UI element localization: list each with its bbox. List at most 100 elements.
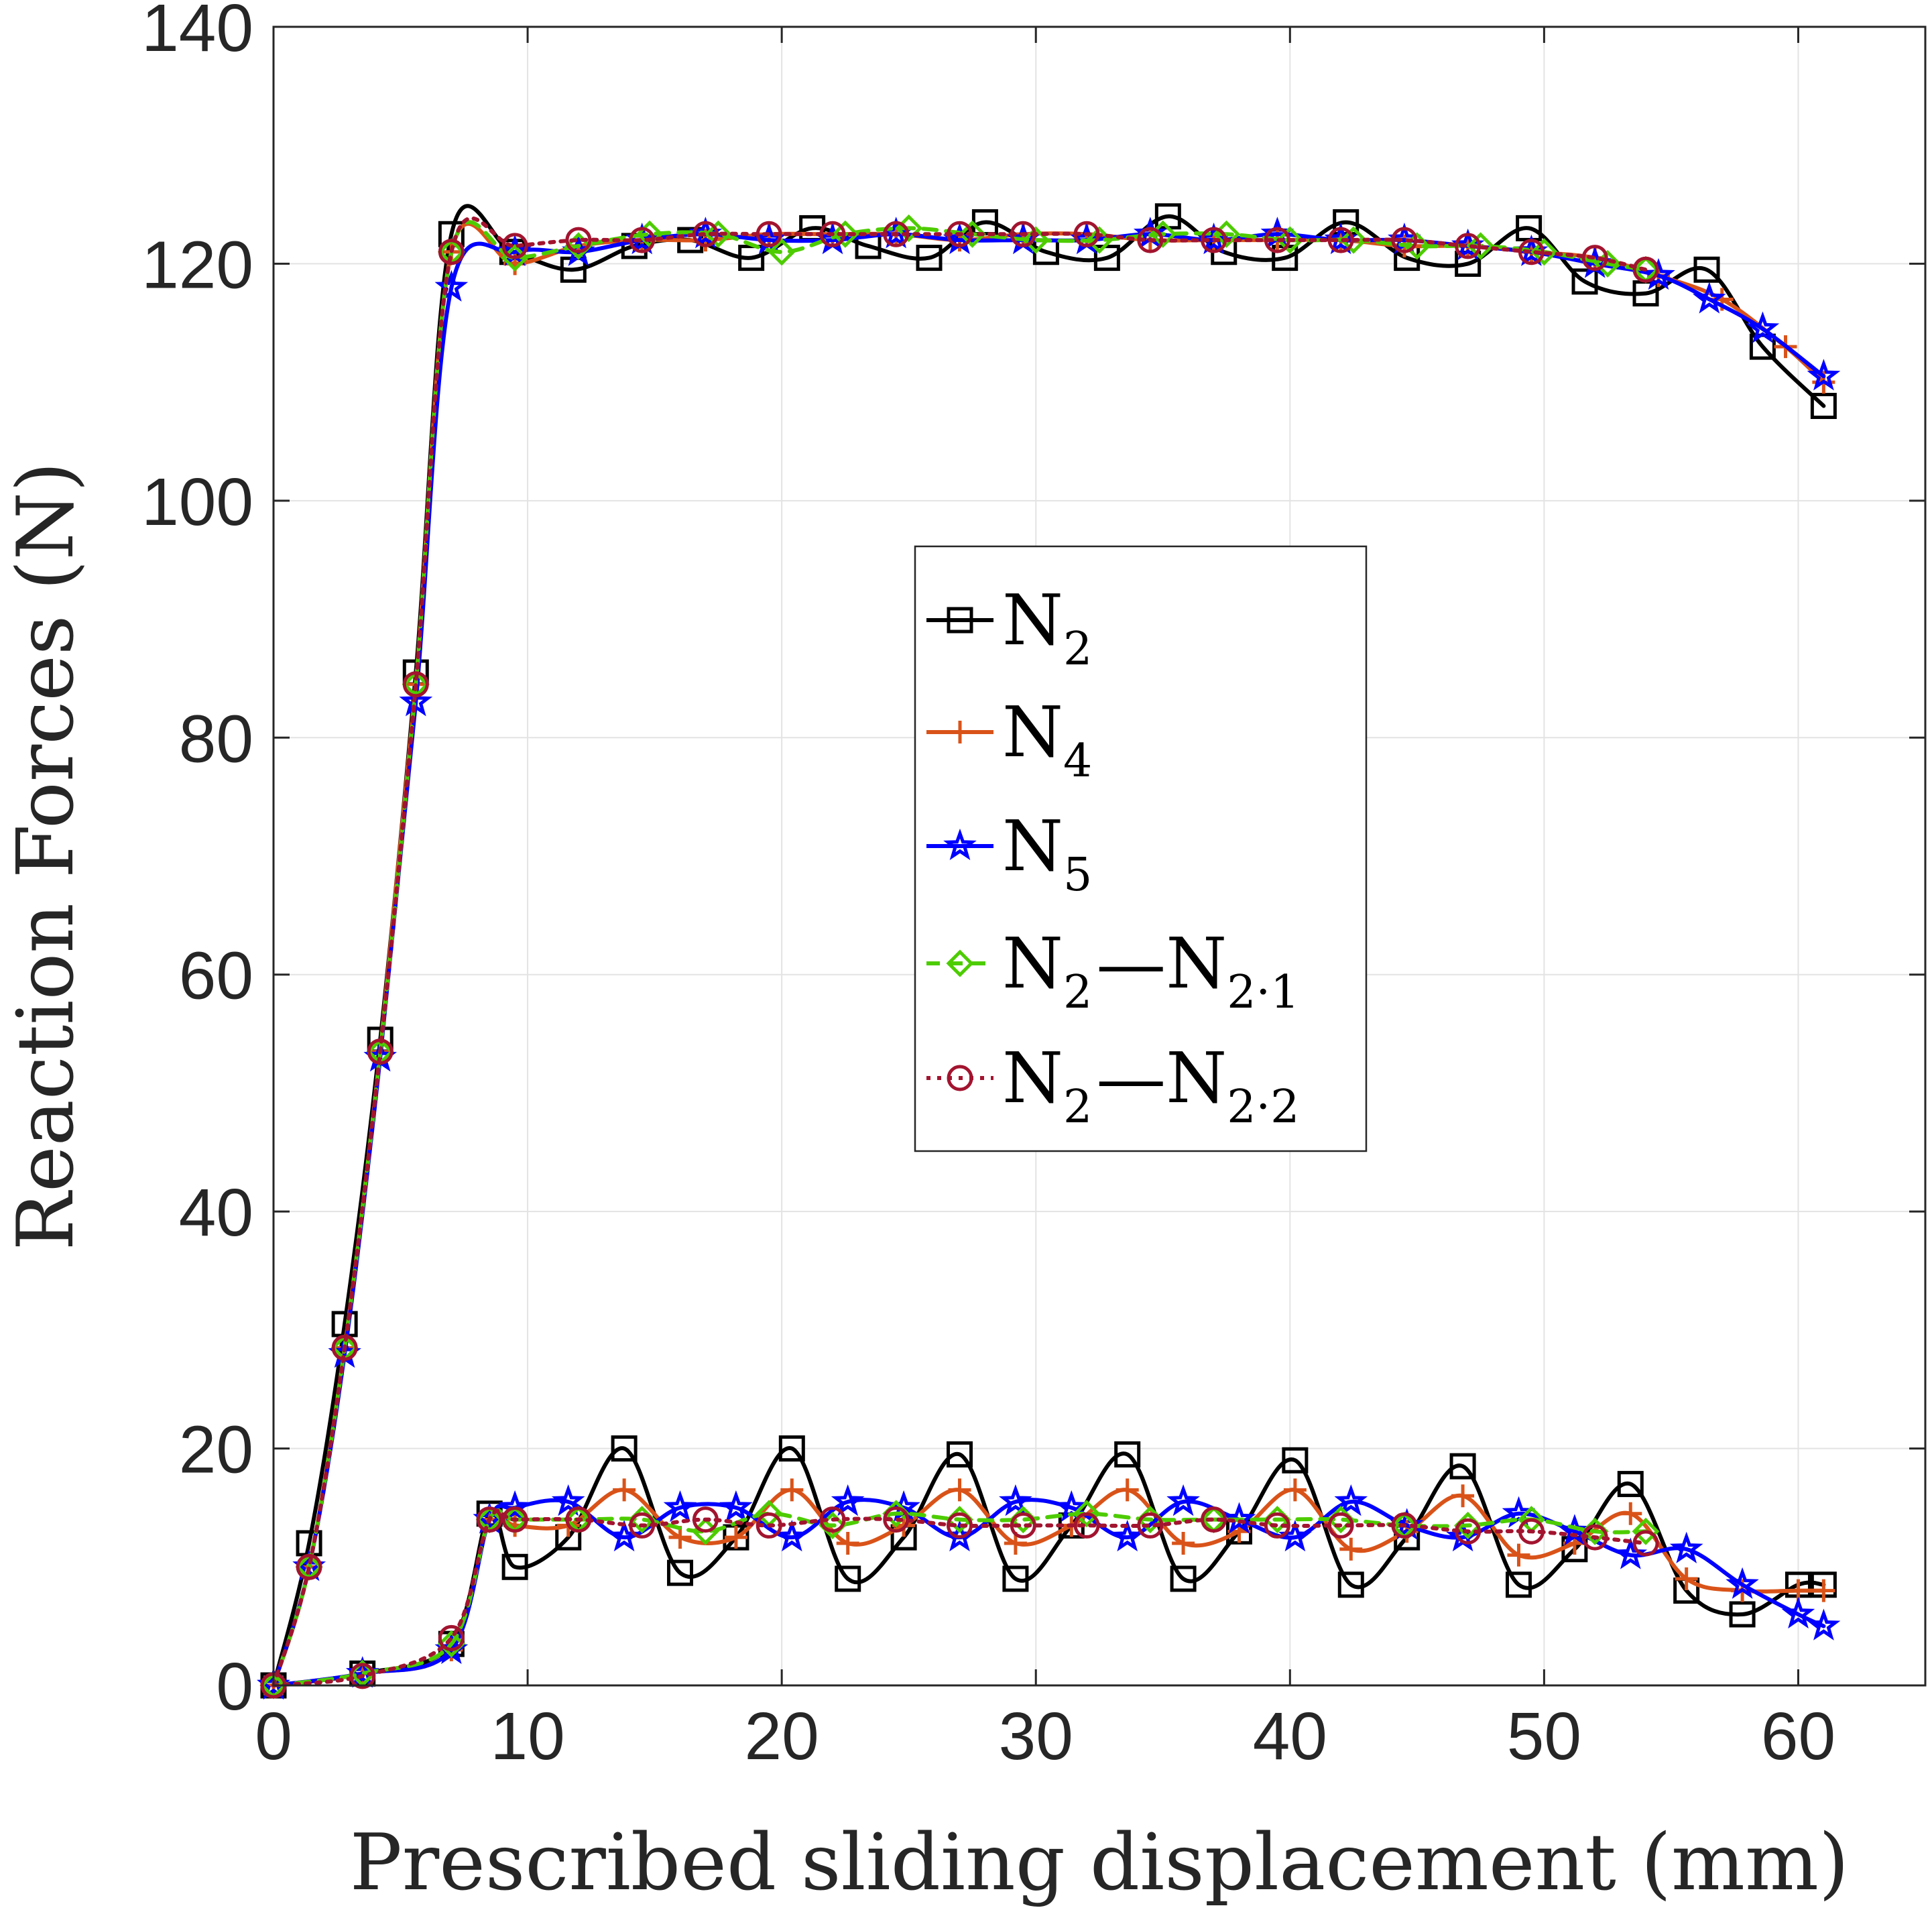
legend-marker <box>947 607 973 634</box>
series-line-upper <box>271 216 1648 1687</box>
legend-label-dot: · <box>1256 1081 1271 1134</box>
data-point-marker <box>1669 1531 1703 1563</box>
data-point-marker <box>1518 239 1545 265</box>
data-point-marker <box>1283 1478 1307 1502</box>
y-tick-label: 60 <box>179 939 253 1014</box>
x-tick-label: 30 <box>999 1699 1073 1774</box>
data-point-marker <box>1449 1453 1476 1480</box>
tick-marks <box>272 25 1925 1687</box>
data-point-marker <box>1002 1565 1029 1592</box>
data-point-marker <box>551 1484 585 1516</box>
data-point-marker <box>402 671 429 698</box>
data-point-marker <box>1746 311 1780 343</box>
legend-label-rest: 1 <box>1270 966 1299 1019</box>
data-point-marker <box>501 1553 528 1580</box>
y-tick-label: 120 <box>141 227 253 302</box>
data-point-marker <box>1619 1502 1642 1525</box>
legend-label: N2—N2·1 <box>1002 922 1299 1019</box>
data-point-marker <box>719 1490 753 1523</box>
data-point-marker <box>999 1484 1032 1516</box>
data-point-marker <box>1114 1441 1141 1468</box>
data-point-marker <box>1110 1520 1144 1552</box>
series-layer <box>257 203 1841 1700</box>
data-point-marker <box>1022 226 1050 254</box>
legend-label-dash: — <box>1096 922 1166 1004</box>
data-point-marker <box>1222 1502 1256 1534</box>
axes-box <box>272 25 1927 1687</box>
legend-label-main: N <box>1002 1037 1063 1119</box>
data-point-marker <box>1807 359 1841 391</box>
legend-label-rest: 2 <box>1270 1081 1299 1134</box>
data-point-marker <box>1530 238 1558 266</box>
data-point-marker <box>1451 1484 1475 1508</box>
data-point-marker <box>501 233 528 259</box>
legend-label-sub: 2 <box>1063 623 1092 676</box>
data-point-marker <box>1073 221 1100 247</box>
data-point-marker <box>1137 1512 1164 1539</box>
data-point-marker <box>1170 1565 1197 1592</box>
data-point-marker <box>565 227 592 253</box>
legend-label-dash: — <box>1096 1037 1166 1119</box>
data-point-marker <box>948 1478 971 1502</box>
legend-label: N5 <box>1002 805 1092 902</box>
legend-marker <box>946 949 974 977</box>
data-point-marker <box>438 239 465 265</box>
y-tick-label: 80 <box>179 701 253 776</box>
legend-marker <box>949 721 971 743</box>
data-point-marker <box>831 220 859 248</box>
data-point-marker <box>667 1559 694 1586</box>
x-axis-label: Prescribed sliding displacement (mm) <box>350 1817 1850 1908</box>
data-point-marker <box>947 221 973 247</box>
x-tick-label: 10 <box>490 1699 564 1774</box>
data-point-marker <box>831 1484 865 1516</box>
x-tick-label: 0 <box>255 1699 292 1774</box>
data-point-marker <box>1115 1478 1139 1502</box>
data-point-marker <box>819 221 846 247</box>
series-line-lower <box>271 1498 1826 1687</box>
data-point-marker <box>1339 226 1368 254</box>
x-tick-label: 20 <box>745 1699 819 1774</box>
data-point-marker <box>1781 1596 1815 1629</box>
legend-marker <box>947 1065 973 1091</box>
data-point-marker <box>1632 1530 1659 1557</box>
data-point-marker <box>1726 1567 1759 1599</box>
data-point-marker <box>1339 1537 1363 1561</box>
legend-marker <box>943 828 977 861</box>
tick-labels: 0 10 20 30 40 50 60 0 20 40 60 80 100 120 140 <box>141 0 1835 1774</box>
series-n2-n2-2 <box>260 216 1659 1699</box>
data-point-marker <box>1073 1512 1100 1539</box>
series-line-lower <box>271 1446 1826 1687</box>
data-point-marker <box>1282 1447 1309 1474</box>
legend-label-sub: 5 <box>1063 849 1092 902</box>
legend-label-sub: 2 <box>1063 966 1092 1019</box>
legend-label-main: N <box>1002 691 1063 773</box>
data-point-marker <box>611 1435 638 1462</box>
data-point-marker <box>756 221 782 247</box>
data-point-marker <box>565 1506 592 1533</box>
data-point-marker <box>367 1038 394 1065</box>
data-point-marker <box>1276 226 1304 254</box>
data-point-marker <box>958 220 986 248</box>
legend-box <box>914 545 1368 1152</box>
data-point-marker <box>836 1531 859 1555</box>
data-point-marker <box>1581 245 1608 272</box>
data-point-marker <box>1327 227 1354 253</box>
y-tick-label: 140 <box>141 0 253 66</box>
data-point-marker <box>1073 1500 1101 1528</box>
series-line-lower <box>271 1508 1648 1687</box>
data-point-marker <box>1010 1512 1036 1539</box>
x-tick-label: 60 <box>1761 1699 1835 1774</box>
data-point-marker <box>1507 1543 1530 1567</box>
data-point-marker <box>1391 227 1418 253</box>
y-tick-label: 100 <box>141 465 253 540</box>
data-point-marker <box>1571 268 1598 295</box>
data-point-marker <box>1264 1512 1290 1539</box>
data-point-marker <box>1632 256 1659 283</box>
data-point-marker <box>835 1565 861 1592</box>
y-tick-label: 20 <box>179 1413 253 1488</box>
data-point-marker <box>916 245 943 272</box>
data-point-marker <box>1264 227 1290 253</box>
data-point-marker <box>692 1506 719 1533</box>
data-point-marker <box>1812 1579 1835 1602</box>
